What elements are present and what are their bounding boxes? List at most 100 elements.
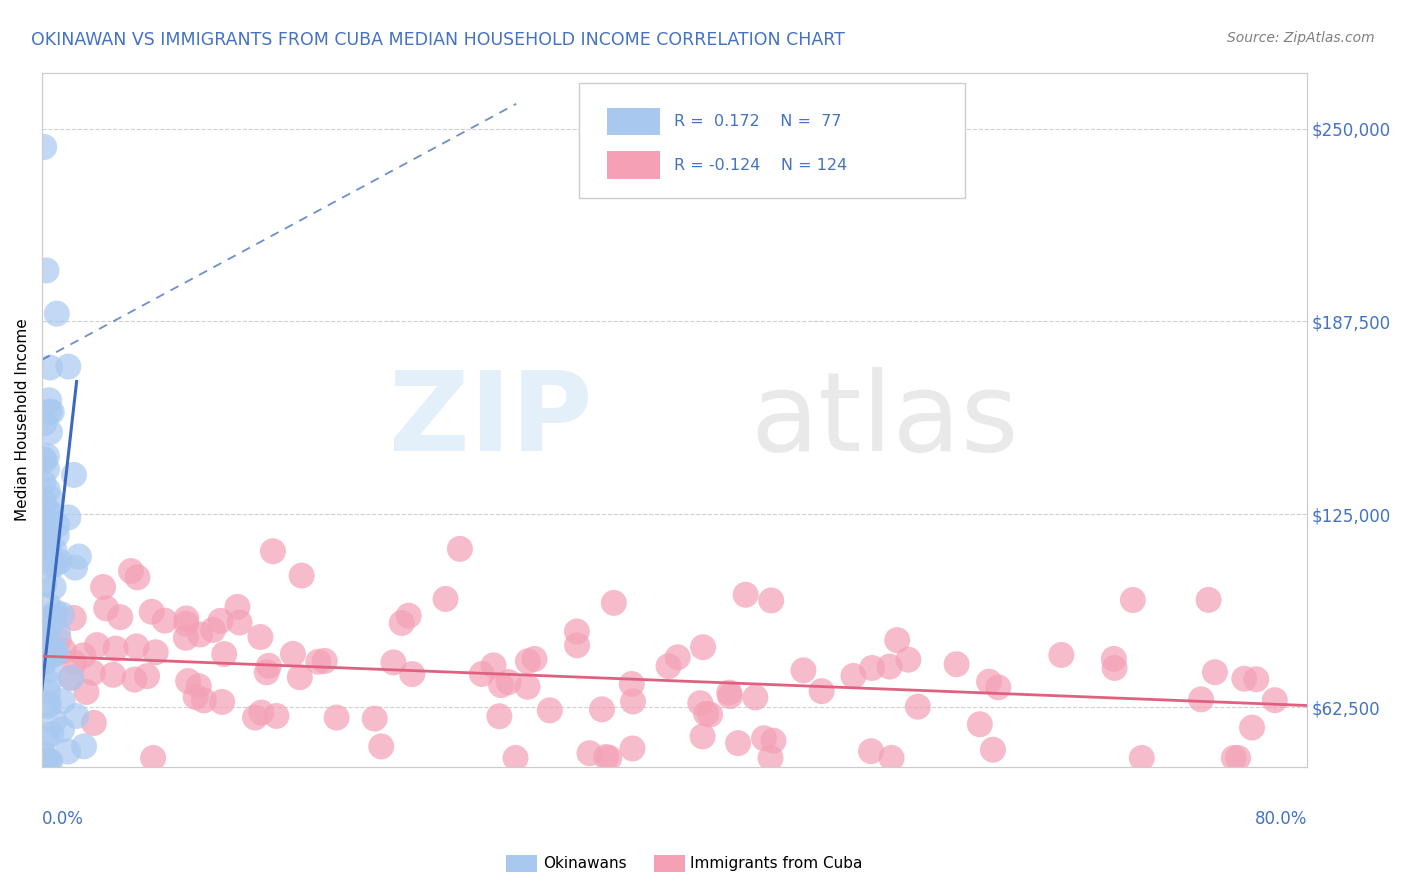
Point xyxy=(34,628,56,642)
Point xyxy=(718,685,741,699)
Point xyxy=(38,697,60,711)
Point xyxy=(34,552,56,566)
FancyBboxPatch shape xyxy=(607,108,661,136)
Point xyxy=(101,667,124,681)
Point xyxy=(792,664,814,678)
Point xyxy=(193,693,215,707)
Point xyxy=(250,706,273,720)
Point xyxy=(727,736,749,750)
Point xyxy=(257,658,280,673)
Point xyxy=(52,694,75,708)
Point xyxy=(35,502,58,516)
Point xyxy=(187,679,209,693)
Point xyxy=(37,615,59,630)
Point xyxy=(211,695,233,709)
Point xyxy=(37,483,59,497)
Point xyxy=(38,675,60,690)
Point xyxy=(1204,665,1226,680)
Point xyxy=(62,611,84,625)
Point xyxy=(38,754,60,768)
Text: ZIP: ZIP xyxy=(388,367,592,474)
Point xyxy=(621,694,644,708)
Point xyxy=(621,741,644,756)
Point xyxy=(37,699,59,714)
Point xyxy=(63,467,86,482)
Point xyxy=(1102,652,1125,666)
Point xyxy=(591,702,613,716)
Point xyxy=(52,643,75,657)
Point xyxy=(127,570,149,584)
Point xyxy=(44,609,66,624)
Point xyxy=(945,657,967,672)
Point xyxy=(153,614,176,628)
Point xyxy=(262,544,284,558)
Point xyxy=(810,684,832,698)
Point xyxy=(35,263,58,277)
Point xyxy=(39,727,62,741)
Point xyxy=(37,528,59,542)
Point xyxy=(692,730,714,744)
Point xyxy=(176,611,198,625)
Point xyxy=(1122,593,1144,607)
Point xyxy=(401,667,423,681)
Point xyxy=(35,645,58,659)
Point xyxy=(1130,751,1153,765)
Point xyxy=(516,654,538,668)
Point xyxy=(482,658,505,673)
Point xyxy=(63,656,86,670)
FancyBboxPatch shape xyxy=(579,83,966,198)
Point xyxy=(34,416,56,430)
Point xyxy=(38,393,60,408)
Point xyxy=(60,671,83,685)
Point xyxy=(595,750,617,764)
Point xyxy=(692,640,714,655)
Text: Source: ZipAtlas.com: Source: ZipAtlas.com xyxy=(1227,31,1375,45)
Point xyxy=(505,751,527,765)
Text: 80.0%: 80.0% xyxy=(1254,811,1308,829)
Point xyxy=(39,360,62,375)
Point xyxy=(110,610,132,624)
Text: 0.0%: 0.0% xyxy=(42,811,84,829)
Point xyxy=(177,673,200,688)
Point xyxy=(249,630,271,644)
Point xyxy=(58,359,80,374)
Point xyxy=(174,616,197,631)
Point xyxy=(538,703,561,717)
Point xyxy=(288,670,311,684)
Point xyxy=(67,549,90,564)
Point xyxy=(32,531,55,545)
Point xyxy=(1050,648,1073,662)
Point xyxy=(45,307,67,321)
Point xyxy=(1104,661,1126,675)
Point xyxy=(314,654,336,668)
Point xyxy=(39,644,62,658)
Point xyxy=(34,612,56,626)
Point xyxy=(256,665,278,680)
Point xyxy=(391,615,413,630)
Point xyxy=(879,659,901,673)
Point xyxy=(65,709,87,723)
Point xyxy=(907,699,929,714)
Point xyxy=(32,511,55,525)
Point xyxy=(38,540,60,554)
Point xyxy=(184,690,207,704)
Point xyxy=(860,744,883,758)
Point xyxy=(382,656,405,670)
Point xyxy=(307,655,329,669)
Point xyxy=(34,754,56,768)
Point xyxy=(1223,751,1246,765)
Point xyxy=(39,425,62,440)
Point xyxy=(188,627,211,641)
Point xyxy=(32,495,55,509)
Point xyxy=(1227,751,1250,765)
Point xyxy=(35,731,58,746)
Point xyxy=(42,580,65,594)
Point xyxy=(699,707,721,722)
Point xyxy=(37,527,59,541)
Point xyxy=(63,560,86,574)
Point xyxy=(752,731,775,746)
Point xyxy=(39,491,62,505)
Point xyxy=(734,588,756,602)
Point xyxy=(761,593,783,607)
Point xyxy=(32,657,55,671)
